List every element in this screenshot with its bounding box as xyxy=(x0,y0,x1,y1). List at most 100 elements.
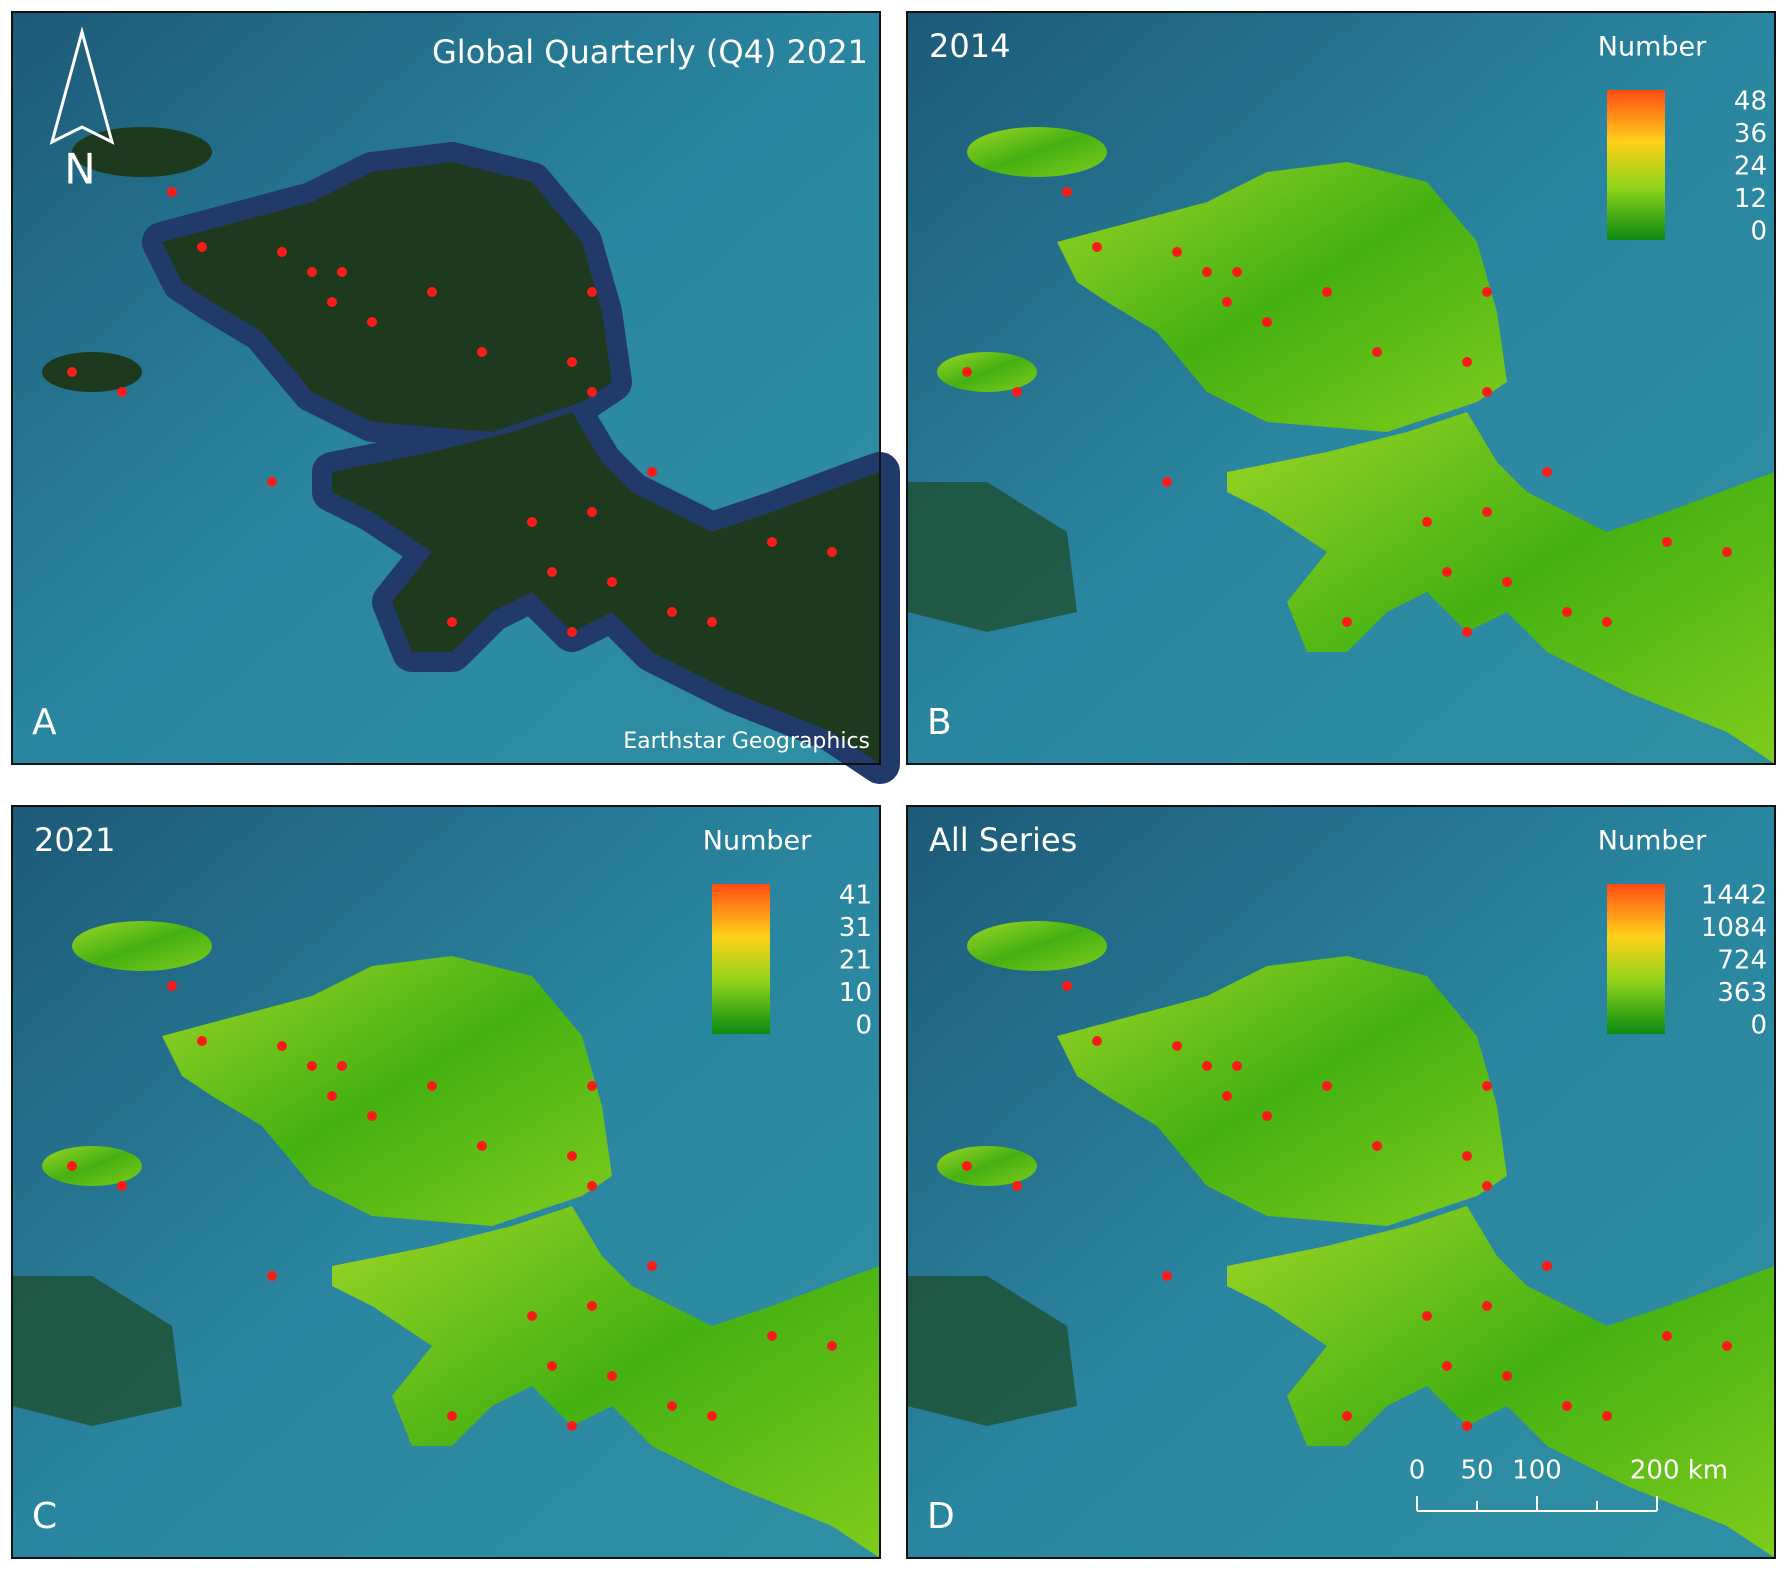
site-point xyxy=(1562,607,1572,617)
site-point xyxy=(1012,1181,1022,1191)
island xyxy=(1227,412,1775,764)
site-point xyxy=(477,347,487,357)
legend-title: Number xyxy=(1598,826,1707,857)
site-point xyxy=(1172,1041,1182,1051)
legend-tick-label: 0 xyxy=(1750,1011,1767,1041)
site-point xyxy=(1462,1421,1472,1431)
site-point xyxy=(1372,1141,1382,1151)
site-point xyxy=(337,267,347,277)
site-point xyxy=(477,1141,487,1151)
scale-label: 0 xyxy=(1409,1456,1426,1486)
site-point xyxy=(1372,347,1382,357)
panel-border xyxy=(11,11,881,765)
site-point xyxy=(1322,287,1332,297)
site-point xyxy=(1062,981,1072,991)
site-point xyxy=(1202,1061,1212,1071)
site-point xyxy=(1602,1411,1612,1421)
site-point xyxy=(1722,1341,1732,1351)
site-point xyxy=(1232,267,1242,277)
site-point xyxy=(167,187,177,197)
site-point xyxy=(527,1311,537,1321)
island xyxy=(72,921,212,971)
site-point xyxy=(1662,537,1672,547)
site-point xyxy=(607,577,617,587)
island xyxy=(937,1146,1037,1186)
site-point xyxy=(667,607,677,617)
site-point xyxy=(1062,187,1072,197)
site-point xyxy=(962,367,972,377)
site-point xyxy=(827,1341,837,1351)
legend-tick-label: 31 xyxy=(839,913,872,943)
site-point xyxy=(1482,287,1492,297)
site-point xyxy=(962,1161,972,1171)
legend-tick-label: 24 xyxy=(1734,152,1767,182)
legend-tick-label: 0 xyxy=(1750,217,1767,247)
island xyxy=(162,956,612,1226)
site-point xyxy=(197,242,207,252)
site-point xyxy=(587,1081,597,1091)
site-point xyxy=(607,1371,617,1381)
site-point xyxy=(1092,242,1102,252)
site-point xyxy=(1542,1261,1552,1271)
site-point xyxy=(367,1111,377,1121)
site-point xyxy=(1722,547,1732,557)
legend-tick-label: 1442 xyxy=(1701,881,1767,911)
legend-color-bar xyxy=(1607,90,1665,240)
legend-tick-label: 12 xyxy=(1734,184,1767,214)
site-point xyxy=(1442,1361,1452,1371)
site-point xyxy=(647,467,657,477)
site-point xyxy=(1202,267,1212,277)
island xyxy=(162,162,612,432)
panel-letter: B xyxy=(927,702,952,743)
site-point xyxy=(167,981,177,991)
site-point xyxy=(1502,577,1512,587)
map-panel: Global Quarterly (Q4) 2021 Earthstar Geog… xyxy=(11,11,900,784)
scale-label: 100 xyxy=(1512,1456,1562,1486)
panel-title: 2014 xyxy=(929,27,1010,65)
site-point xyxy=(1482,387,1492,397)
island xyxy=(332,1206,880,1558)
site-point xyxy=(1462,1151,1472,1161)
panel-title: All Series xyxy=(929,821,1077,859)
site-point xyxy=(267,1271,277,1281)
legend-tick-label: 724 xyxy=(1717,946,1767,976)
site-point xyxy=(117,387,127,397)
island xyxy=(937,352,1037,392)
site-point xyxy=(307,1061,317,1071)
north-arrow xyxy=(49,26,115,145)
site-point xyxy=(1342,617,1352,627)
site-point xyxy=(567,1151,577,1161)
legend-tick-label: 41 xyxy=(839,881,872,911)
site-point xyxy=(667,1401,677,1411)
site-point xyxy=(1502,1371,1512,1381)
dark-land xyxy=(907,482,1077,632)
site-point xyxy=(1662,1331,1672,1341)
legend-tick-label: 1084 xyxy=(1701,913,1767,943)
north-label: N xyxy=(64,145,95,194)
site-point xyxy=(707,617,717,627)
site-point xyxy=(567,357,577,367)
site-point xyxy=(1262,317,1272,327)
site-point xyxy=(827,547,837,557)
panel-border xyxy=(906,11,1776,765)
panel-letter: D xyxy=(927,1496,955,1537)
map-credit: Earthstar Geographics xyxy=(623,729,870,754)
site-point xyxy=(587,1181,597,1191)
island xyxy=(42,352,142,392)
site-point xyxy=(1562,1401,1572,1411)
site-point xyxy=(527,517,537,527)
site-point xyxy=(427,287,437,297)
site-point xyxy=(567,1421,577,1431)
site-point xyxy=(117,1181,127,1191)
site-point xyxy=(1422,517,1432,527)
site-point xyxy=(1092,1036,1102,1046)
site-point xyxy=(707,1411,717,1421)
site-point xyxy=(1482,507,1492,517)
site-point xyxy=(267,477,277,487)
site-point xyxy=(367,317,377,327)
site-point xyxy=(567,627,577,637)
site-point xyxy=(1222,1091,1232,1101)
site-point xyxy=(767,1331,777,1341)
